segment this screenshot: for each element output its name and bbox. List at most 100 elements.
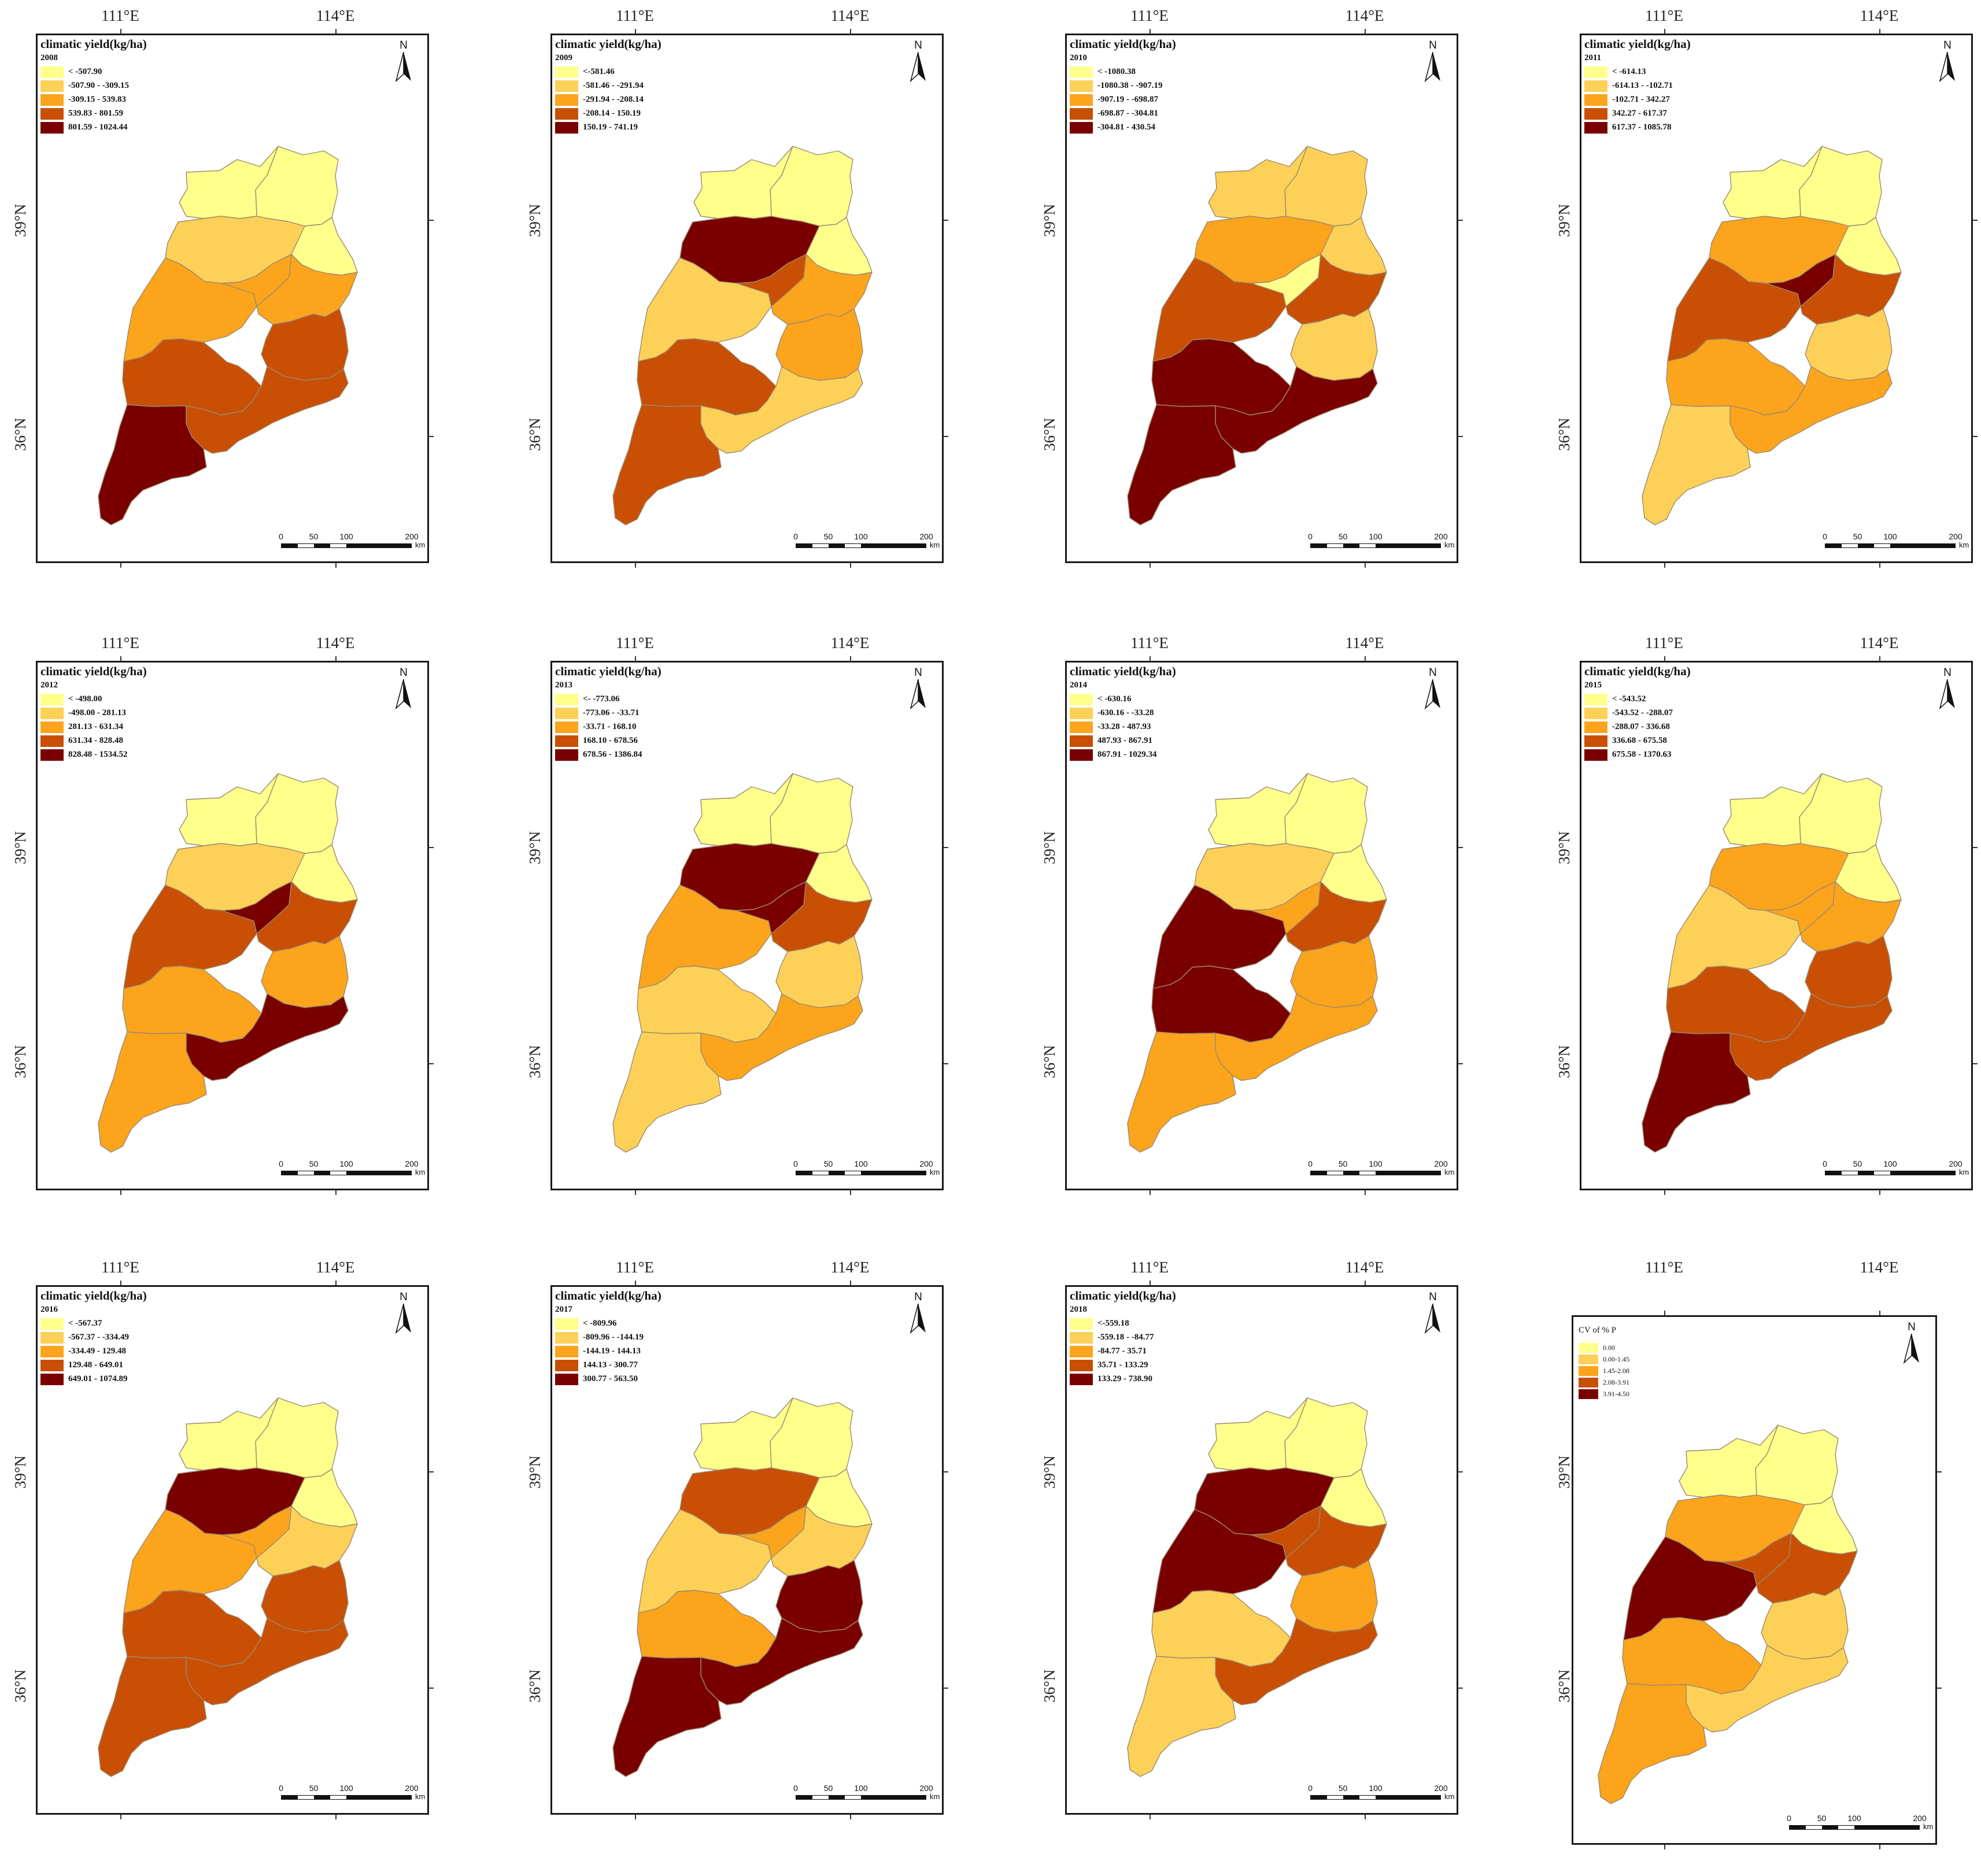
legend-item: 35.71 - 133.29 [1070,1359,1148,1371]
scale-bar-segment [796,1171,812,1175]
frame-tick [1664,656,1665,661]
legend-item: <-559.18 [1070,1318,1129,1330]
scale-bar-segment [1311,1796,1327,1799]
longitude-label: 114°E [830,634,870,652]
map-region-10 [1729,366,1893,454]
frame-tick [1879,1311,1880,1315]
scale-bar-segment [330,1171,346,1175]
legend-label: -698.87 - -304.81 [1097,109,1158,118]
scale-bar-segment [1858,544,1874,547]
scale-bar-segment [1376,544,1408,547]
scale-bar-unit: km [1959,541,1969,549]
scale-bar-segment [1359,544,1376,547]
legend-label: 801.59 - 1024.44 [68,123,128,132]
map-frame [36,34,429,563]
legend-label: 300.77 - 563.50 [583,1374,638,1383]
legend-label: -581.46 - -291.94 [583,81,644,90]
legend-title: climatic yield(kg/ha) [1070,37,1176,51]
latitude-label: 39°N [12,1455,29,1489]
scale-bar-segment [1890,544,1923,547]
choropleth-map [1642,146,1902,526]
frame-tick [1365,563,1366,568]
map-region-10 [1215,366,1378,454]
legend-title: climatic yield(kg/ha) [40,37,147,51]
legend-item: 675.58 - 1370.63 [1584,749,1672,761]
frame-tick [1973,847,1978,848]
map-region-10 [186,1618,349,1705]
legend-swatch [40,693,64,705]
legend-label: -614.13 - -102.71 [1612,81,1673,90]
legend-label: < -1080.38 [1097,67,1136,76]
scale-bar-segment [1311,1171,1327,1175]
legend-item: 617.37 - 1085.78 [1584,121,1672,134]
longitude-label: 111°E [1645,1259,1683,1276]
frame-tick [635,656,636,661]
legend-swatch [1579,1378,1598,1387]
legend-year: 2018 [1070,1305,1087,1314]
legend-year: 2015 [1584,680,1602,690]
scale-bar-segment [298,1171,314,1175]
frame-tick [944,847,948,848]
scale-bar-tick: 100 [854,1159,868,1168]
frame-tick [850,656,851,661]
legend-swatch [1070,693,1093,705]
scale-bar-unit: km [930,1168,940,1176]
frame-tick [850,1815,851,1819]
scale-bar-tick: 0 [793,1159,798,1168]
scale-bar-segment [893,1171,926,1175]
legend-label: <- -773.06 [583,694,620,704]
map-panel-2018: 111°E 114°E 39°N 36°N climatic yield(kg/ha) 2… [1029,1252,1538,1876]
legend-label: <-581.46 [583,67,615,76]
legend-label: -809.96 - -144.19 [583,1333,644,1342]
legend-item: -144.19 - 144.13 [555,1345,641,1357]
scale-bar-segment [1838,1826,1854,1829]
scale-bar-tick: 50 [823,1784,833,1793]
north-arrow-icon [1903,1334,1919,1364]
map-panel-2016: 111°E 114°E 39°N 36°N climatic yield(kg/ha) 2… [0,1252,509,1876]
scale-bar-tick: 0 [1308,1784,1313,1793]
legend-label: -309.15 - 539.83 [68,95,126,104]
legend-title: climatic yield(kg/ha) [40,1289,147,1303]
frame-tick [850,29,851,34]
legend-item: -809.96 - -144.19 [555,1331,644,1344]
frame-tick [635,1281,636,1285]
longitude-label: 111°E [101,1259,139,1276]
north-arrow-icon [1939,679,1955,709]
frame-tick [1664,1190,1665,1195]
legend-swatch [1070,80,1093,92]
legend-swatch [1584,721,1607,733]
scale-bar-unit: km [930,541,940,549]
frame-tick [1365,29,1366,34]
legend-label: < -498.00 [68,694,102,704]
legend-item: -567.37 - -334.49 [40,1331,129,1344]
frame-tick [1458,1688,1463,1689]
north-arrow-label: N [1429,39,1437,51]
legend-label: 144.13 - 300.77 [583,1360,638,1370]
legend-swatch [1584,108,1607,120]
legend-item: -614.13 - -102.71 [1584,80,1673,92]
map-region-10 [700,1618,863,1705]
scale-bar-unit: km [930,1792,940,1801]
legend-swatch [1584,66,1607,78]
scale-bar [1789,1825,1920,1830]
legend-swatch [555,94,578,106]
legend-item: 168.10 - 678.56 [555,735,638,747]
frame-tick [429,1063,434,1064]
frame-tick [1365,656,1366,661]
choropleth-map [612,146,873,526]
map-region-11 [1642,404,1751,526]
legend-label: 675.58 - 1370.63 [1612,750,1672,759]
frame-tick [1458,847,1463,848]
scale-bar-tick: 50 [1853,532,1862,541]
scale-bar-unit: km [1959,1168,1969,1176]
scale-bar [281,1171,412,1175]
scale-bar-tick: 100 [339,1159,353,1168]
legend-swatch [40,108,64,120]
map-region-11 [612,404,722,526]
legend-label: 539.83 - 801.59 [68,109,123,118]
legend-swatch [555,80,578,92]
legend-item: 129.48 - 649.01 [40,1359,123,1371]
legend-label: -543.52 - -288.07 [1612,708,1673,717]
legend-swatch [1584,749,1607,761]
legend-label: -288.07 - 336.68 [1612,722,1670,731]
